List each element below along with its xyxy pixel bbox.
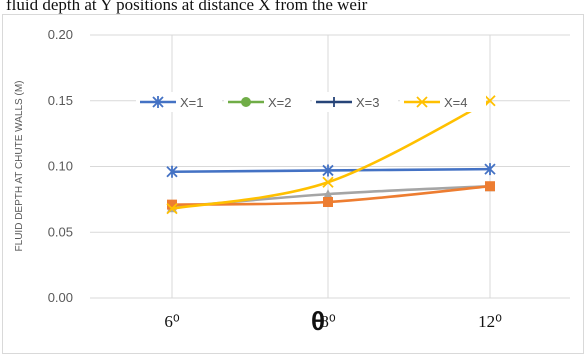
data-point	[166, 165, 178, 178]
data-point	[323, 197, 333, 208]
data-point	[416, 96, 428, 108]
x-tick-label: 12⁰	[478, 312, 502, 331]
y-tick-label: 0.10	[48, 159, 73, 174]
data-point	[322, 176, 334, 188]
legend-label: X=3	[356, 95, 380, 110]
data-point	[241, 97, 251, 107]
legend-label: X=2	[268, 95, 292, 110]
data-point	[329, 97, 339, 107]
data-point	[484, 163, 496, 176]
series-line	[170, 167, 492, 174]
y-tick-label: 0.15	[48, 93, 73, 108]
data-point	[152, 96, 164, 108]
data-point	[167, 199, 177, 210]
page-caption: fluid depth at Y positions at distance X…	[6, 0, 368, 14]
data-point	[166, 202, 178, 215]
legend-label: X=4	[444, 95, 468, 110]
x-tick-label: 8⁰	[320, 312, 336, 331]
legend-label: X=1	[180, 95, 204, 110]
data-point	[322, 164, 334, 177]
y-tick-label: 0.00	[48, 290, 73, 305]
x-axis-label: θ	[311, 306, 325, 336]
legend-bg	[400, 92, 486, 112]
y-tick-label: 0.05	[48, 224, 73, 239]
data-point	[323, 189, 333, 200]
y-axis-label: FLUID DEPTH AT CHUTE WALLS (M)	[14, 81, 25, 252]
y-tick-label: 0.20	[48, 27, 73, 42]
x-tick-label: 6⁰	[164, 312, 180, 331]
data-point	[484, 95, 496, 107]
data-point	[485, 181, 495, 192]
legend-bg	[224, 92, 310, 112]
